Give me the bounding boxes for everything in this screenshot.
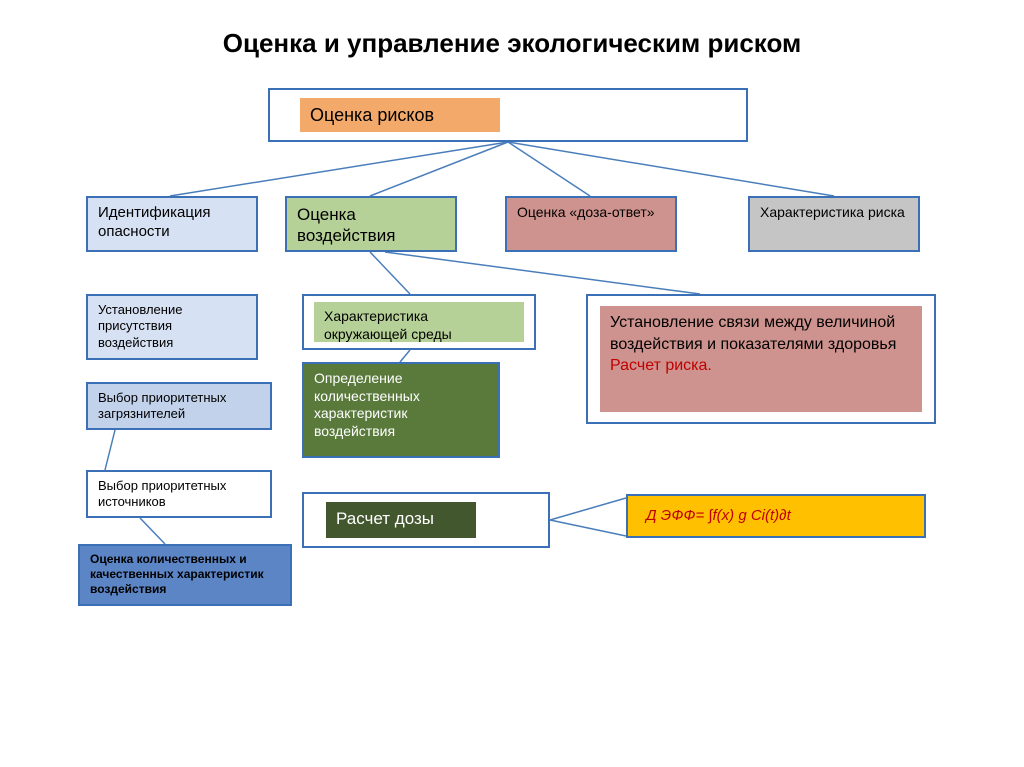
dose-response-label: Оценка «доза-ответ»: [517, 204, 655, 222]
risk-characterization-box: Характеристика риска: [748, 196, 920, 252]
root-box-inner: Оценка рисков: [300, 98, 500, 132]
dose-calculation-label: Расчет дозы: [336, 509, 434, 528]
hazard-identification-label: Идентификация опасности: [98, 204, 246, 242]
page-title: Оценка и управление экологическим риском: [0, 28, 1024, 59]
impact-characteristics-assessment-box: Оценка количественных и качественных хар…: [78, 544, 292, 606]
formula-text: Д ЭФФ= ∫f(x) g Ci(t)∂t: [638, 507, 914, 526]
priority-pollutants-label: Выбор приоритетных загрязнителей: [98, 390, 260, 423]
exposure-assessment-box: Оценка воздействия: [285, 196, 457, 252]
priority-sources-label: Выбор приоритетных источников: [98, 478, 260, 511]
presence-establishment-label: Установление присутствия воздействия: [98, 302, 246, 351]
root-label: Оценка рисков: [310, 105, 434, 125]
environment-characterization-label: Характеристика окружающей среды: [324, 308, 452, 342]
impact-characteristics-assessment-label: Оценка количественных и качественных хар…: [90, 552, 280, 597]
relationship-text-1: Установление связи между величиной возде…: [610, 312, 912, 355]
priority-sources-box: Выбор приоритетных источников: [86, 470, 272, 518]
relationship-box-inner: Установление связи между величиной возде…: [600, 306, 922, 412]
priority-pollutants-box: Выбор приоритетных загрязнителей: [86, 382, 272, 430]
risk-characterization-label: Характеристика риска: [760, 204, 905, 222]
environment-characterization-inner: Характеристика окружающей среды: [314, 302, 524, 342]
dose-calculation-inner: Расчет дозы: [326, 502, 476, 538]
formula-box: Д ЭФФ= ∫f(x) g Ci(t)∂t: [626, 494, 926, 538]
quantitative-characteristics-label: Определение количественных характеристик…: [314, 370, 488, 440]
relationship-text-2: Расчет риска.: [610, 355, 912, 377]
exposure-assessment-label: Оценка воздействия: [297, 204, 445, 247]
presence-establishment-box: Установление присутствия воздействия: [86, 294, 258, 360]
hazard-identification-box: Идентификация опасности: [86, 196, 258, 252]
quantitative-characteristics-box: Определение количественных характеристик…: [302, 362, 500, 458]
dose-response-box: Оценка «доза-ответ»: [505, 196, 677, 252]
